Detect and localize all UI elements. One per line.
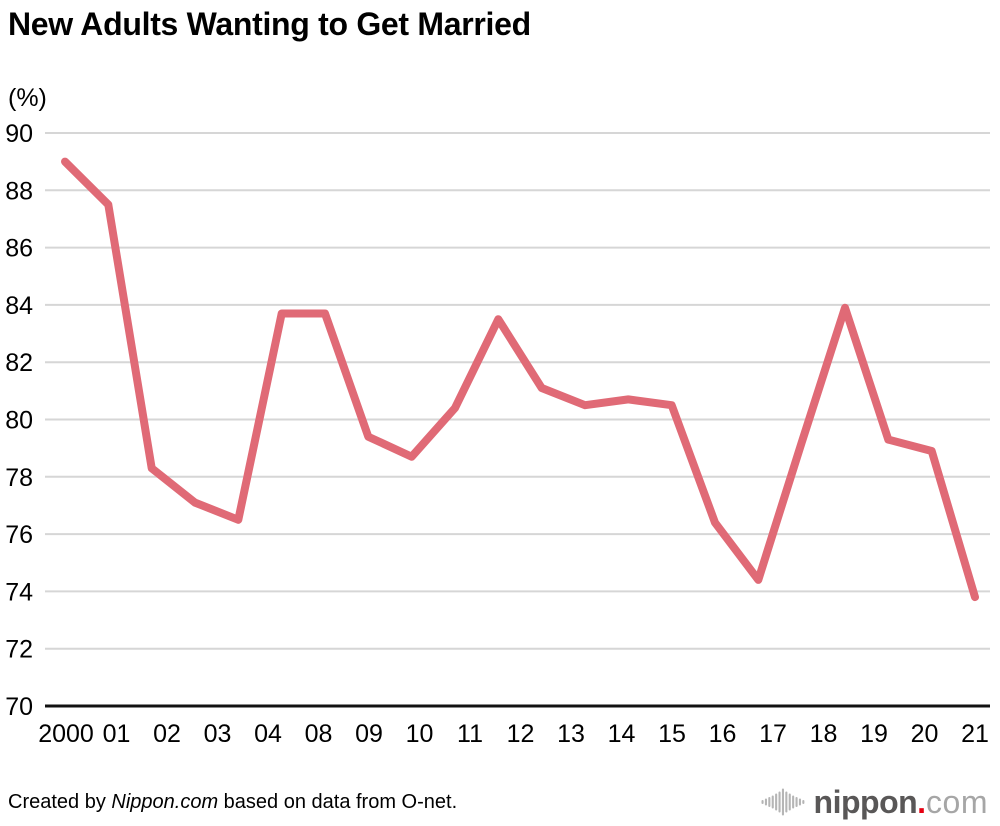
x-tick-label: 09 (355, 720, 383, 748)
chart-title: New Adults Wanting to Get Married (8, 6, 531, 42)
y-tick-label: 86 (5, 235, 33, 263)
x-tick-label: 14 (608, 720, 636, 748)
footer-bar: Created by Nippon.com based on data from… (8, 780, 988, 824)
x-tick-label: 01 (103, 720, 131, 748)
x-tick-label: 10 (406, 720, 434, 748)
credit-source: Nippon.com (111, 790, 219, 813)
x-tick-label: 2000 (38, 720, 94, 748)
x-tick-label: 02 (153, 720, 181, 748)
x-tick-label: 12 (507, 720, 535, 748)
y-tick-label: 78 (5, 464, 33, 492)
x-tick-label: 15 (658, 720, 686, 748)
logo-word-com: com (926, 784, 988, 820)
y-tick-label: 88 (5, 177, 33, 205)
x-tick-label: 19 (860, 720, 888, 748)
x-tick-label: 18 (810, 720, 838, 748)
x-tick-label: 20 (911, 720, 939, 748)
y-tick-label: 90 (5, 120, 33, 148)
credit-suffix: based on data from O-net. (218, 790, 458, 813)
y-tick-label: 84 (5, 292, 33, 320)
y-tick-label: 70 (5, 693, 33, 721)
y-tick-label: 74 (5, 578, 33, 606)
y-tick-label: 76 (5, 521, 33, 549)
data-line-series (61, 157, 979, 602)
x-tick-label: 17 (759, 720, 787, 748)
nippon-logo: nippon. com (761, 786, 988, 818)
x-tick-label: 08 (305, 720, 333, 748)
x-tick-label: 13 (557, 720, 585, 748)
x-tick-label: 16 (709, 720, 737, 748)
y-tick-label: 80 (5, 407, 33, 435)
x-tick-label: 11 (457, 720, 483, 748)
x-tick-label: 04 (254, 720, 282, 748)
x-tick-label: 03 (204, 720, 232, 748)
credit-prefix: Created by (8, 790, 112, 813)
x-tick-label: 21 (961, 720, 989, 748)
logo-word-nippon: nippon (813, 784, 918, 820)
y-axis-unit-label: (%) (8, 84, 47, 112)
y-tick-label: 72 (5, 636, 33, 664)
y-tick-label: 82 (5, 349, 33, 377)
logo-red-dot: . (917, 784, 927, 820)
soundwave-bars-icon (761, 788, 804, 816)
credit-line: Created by Nippon.com based on data from… (8, 791, 457, 814)
line-chart: 70 72 74 76 78 80 82 84 86 88 90 2000 01 02 03 04 08 09 10… (5, 120, 990, 748)
nippon-logo-text: nippon. com (814, 786, 988, 818)
